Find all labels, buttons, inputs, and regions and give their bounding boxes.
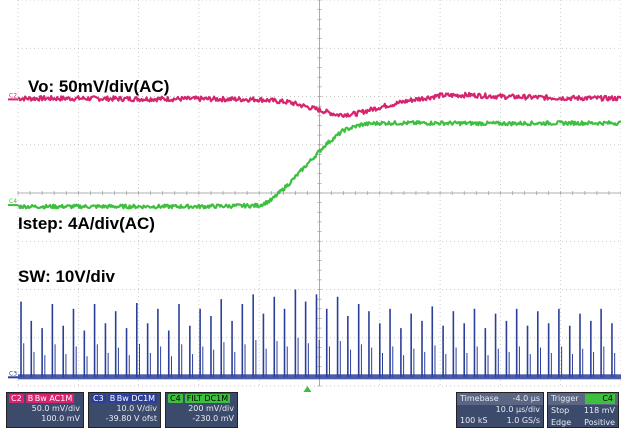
c4-name: C4 xyxy=(168,394,183,403)
series-0 xyxy=(17,91,621,118)
c4-offset: -230.0 mV xyxy=(192,414,234,423)
grid xyxy=(17,0,621,387)
trigger-slope: Positive xyxy=(584,418,615,427)
channel-c4-panel[interactable]: C4 FILT DC1M 200 mV/div -230.0 mV xyxy=(165,392,238,428)
traces xyxy=(17,91,621,380)
c2-name: C2 xyxy=(9,394,24,403)
timebase-srate: 1.0 GS/s xyxy=(506,416,540,425)
c2-offset: 100.0 mV xyxy=(41,414,80,423)
timebase-label: Timebase xyxy=(460,394,499,403)
timebase-value: -4.0 μs xyxy=(512,394,540,403)
trigger-level: 118 mV xyxy=(583,406,615,415)
series-2 xyxy=(18,289,621,380)
c3-scale: 10.0 V/div xyxy=(116,404,157,413)
channel-marker-label: C4 xyxy=(9,198,17,205)
c4-scale: 200 mV/div xyxy=(188,404,234,413)
series-line xyxy=(17,91,621,118)
plot-background xyxy=(0,0,621,392)
c2-flags: B Bw AC1M xyxy=(25,394,75,403)
channel-markers: C2 C4 C3 xyxy=(8,92,312,392)
timebase-samples: 100 kS xyxy=(460,416,488,425)
channel-marker-label: C3 xyxy=(9,370,17,377)
timebase-panel[interactable]: Timebase -4.0 μs 10.0 μs/div 100 kS 1.0 … xyxy=(456,392,544,428)
trigger-type: Edge xyxy=(551,418,572,427)
trigger-mode: Stop xyxy=(551,406,570,415)
c3-flags: B Bw DC1M xyxy=(107,394,158,403)
series-1 xyxy=(17,120,621,210)
c3-offset: -39.80 V ofst xyxy=(105,414,157,423)
trigger-marker xyxy=(303,386,312,392)
label-sw: SW: 10V/div xyxy=(18,267,115,286)
label-istep: Istep: 4A/div(AC) xyxy=(18,214,155,233)
trigger-label: Trigger xyxy=(551,394,579,403)
trigger-panel[interactable]: Trigger C4 Stop 118 mV Edge Positive xyxy=(547,392,619,428)
series-line xyxy=(17,120,621,210)
label-vo: Vo: 50mV/div(AC) xyxy=(28,77,170,96)
channel-c2-panel[interactable]: C2 B Bw AC1M 50.0 mV/div 100.0 mV xyxy=(6,392,84,428)
c3-name: C3 xyxy=(91,394,106,403)
channel-c3-panel[interactable]: C3 B Bw DC1M 10.0 V/div -39.80 V ofst xyxy=(88,392,161,428)
trigger-channel: C4 xyxy=(584,394,615,404)
oscilloscope-screen: C2 C4 C3 xyxy=(0,0,621,392)
c4-flags: FILT DC1M xyxy=(184,394,231,403)
timebase-rate: 10.0 μs/div xyxy=(495,405,540,414)
channel-marker-label: C2 xyxy=(9,92,17,99)
c2-scale: 50.0 mV/div xyxy=(31,404,80,413)
